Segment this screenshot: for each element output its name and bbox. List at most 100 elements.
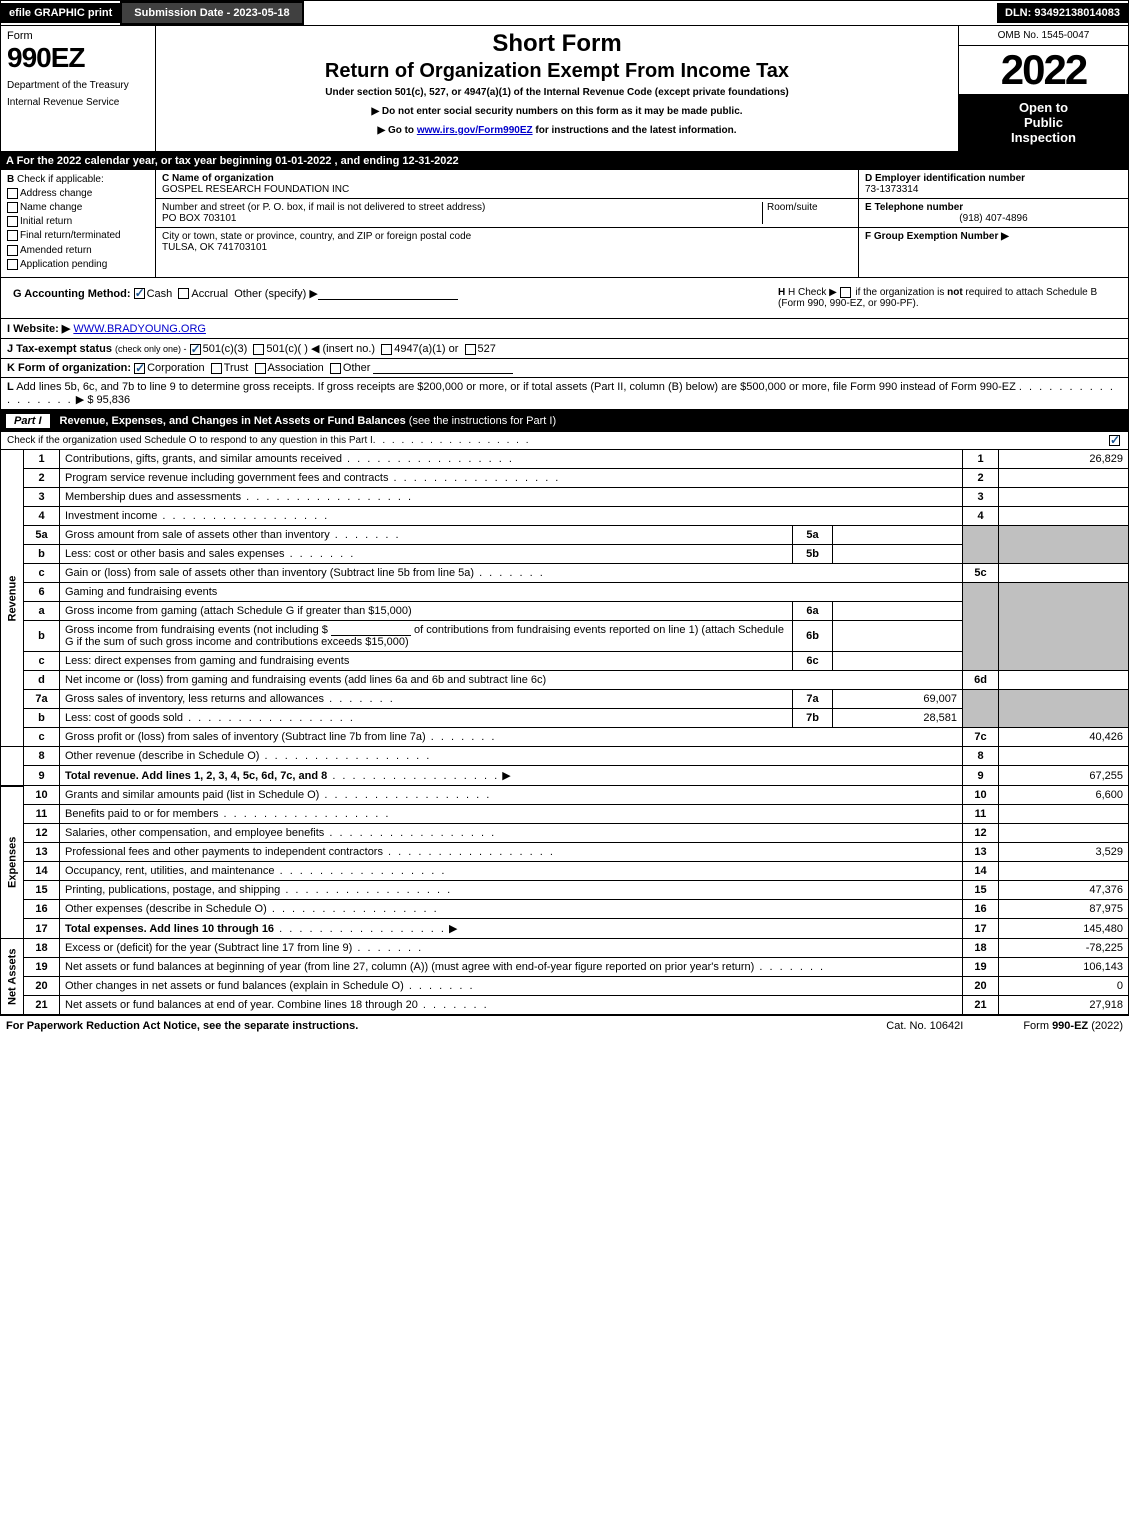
line-6-num: 6 <box>24 583 60 602</box>
line-16-num: 16 <box>24 900 60 919</box>
col-de: D Employer identification number 73-1373… <box>858 170 1128 277</box>
chk-schedule-o-part1[interactable] <box>1109 435 1120 446</box>
line-19: 19 Net assets or fund balances at beginn… <box>1 958 1129 977</box>
line-5a-iv <box>833 526 963 545</box>
line-5a-ib: 5a <box>793 526 833 545</box>
line-21-desc: Net assets or fund balances at end of ye… <box>60 996 963 1015</box>
line-3-amount <box>999 488 1129 507</box>
line-15-num: 15 <box>24 881 60 900</box>
g-cash: Cash <box>147 288 173 300</box>
line-7a-desc: Gross sales of inventory, less returns a… <box>60 690 793 709</box>
line-20: 20 Other changes in net assets or fund b… <box>1 977 1129 996</box>
line-1: Revenue 1 Contributions, gifts, grants, … <box>1 450 1129 469</box>
open-line2: Public <box>963 115 1124 130</box>
chk-not-required-schedule-b[interactable] <box>840 287 851 298</box>
chk-name-change[interactable] <box>7 202 18 213</box>
chk-accrual[interactable] <box>178 288 189 299</box>
line-12-amount <box>999 824 1129 843</box>
line-12-num: 12 <box>24 824 60 843</box>
i-label: I Website: ▶ <box>7 323 70 335</box>
chk-application-pending[interactable] <box>7 259 18 270</box>
chk-address-change[interactable] <box>7 188 18 199</box>
line-21-box: 21 <box>963 996 999 1015</box>
line-7b: b Less: cost of goods sold 7b 28,581 <box>1 709 1129 728</box>
line-19-num: 19 <box>24 958 60 977</box>
g-label: G Accounting Method: <box>13 288 131 300</box>
line-14-box: 14 <box>963 862 999 881</box>
expenses-side-label: Expenses <box>1 786 24 939</box>
chk-initial-return[interactable] <box>7 216 18 227</box>
footer-form-num: 990-EZ <box>1052 1020 1088 1032</box>
line-19-box: 19 <box>963 958 999 977</box>
line-7a-iv: 69,007 <box>833 690 963 709</box>
line-4-box: 4 <box>963 507 999 526</box>
line-12: 12 Salaries, other compensation, and emp… <box>1 824 1129 843</box>
org-street: PO BOX 703101 <box>162 213 762 224</box>
line-6d-desc: Net income or (loss) from gaming and fun… <box>60 671 963 690</box>
e-block: E Telephone number (918) 407-4896 <box>859 199 1128 228</box>
line-4: 4 Investment income 4 <box>1 507 1129 526</box>
g-other-blank[interactable] <box>318 288 458 300</box>
line-6b-desc: Gross income from fundraising events (no… <box>60 621 793 652</box>
chk-4947[interactable] <box>381 344 392 355</box>
line-7a: 7a Gross sales of inventory, less return… <box>1 690 1129 709</box>
lines-table: Revenue 1 Contributions, gifts, grants, … <box>0 450 1129 1015</box>
line-6b: b Gross income from fundraising events (… <box>1 621 1129 652</box>
b-letter: B <box>7 174 14 185</box>
line-9-desc: Total revenue. Add lines 1, 2, 3, 4, 5c,… <box>60 766 963 786</box>
line-6: 6 Gaming and fundraising events <box>1 583 1129 602</box>
line-3-desc: Membership dues and assessments <box>60 488 963 507</box>
row-k: K Form of organization: Corporation Trus… <box>1 359 1128 378</box>
line-17-num: 17 <box>24 919 60 939</box>
line-5a-desc: Gross amount from sale of assets other t… <box>60 526 793 545</box>
revenue-side-label: Revenue <box>1 450 24 747</box>
b-initial: Initial return <box>20 216 72 227</box>
b-address: Address change <box>20 188 92 199</box>
line-20-amount: 0 <box>999 977 1129 996</box>
e-label: E Telephone number <box>865 202 1122 213</box>
g-accrual: Accrual <box>191 288 228 300</box>
row-gh: G Accounting Method: Cash Accrual Other … <box>1 278 1128 319</box>
row-l: L Add lines 5b, 6c, and 7b to line 9 to … <box>1 378 1128 409</box>
chk-cash[interactable] <box>134 288 145 299</box>
row-i: I Website: ▶ WWW.BRADYOUNG.ORG <box>1 319 1128 339</box>
line-6d: d Net income or (loss) from gaming and f… <box>1 671 1129 690</box>
irs-link[interactable]: www.irs.gov/Form990EZ <box>417 125 533 136</box>
line-8: 8 Other revenue (describe in Schedule O)… <box>1 747 1129 766</box>
header-left: Form 990EZ Department of the Treasury In… <box>1 26 156 151</box>
l-arrow: ▶ $ <box>76 394 94 406</box>
chk-association[interactable] <box>255 363 266 374</box>
k-other-blank[interactable] <box>373 362 513 374</box>
line-6a-iv <box>833 602 963 621</box>
line-17-amount: 145,480 <box>999 919 1129 939</box>
chk-501c[interactable] <box>253 344 264 355</box>
org-name: GOSPEL RESEARCH FOUNDATION INC <box>162 184 852 195</box>
chk-final-return[interactable] <box>7 230 18 241</box>
j-4947: 4947(a)(1) or <box>394 343 458 355</box>
line-5b: b Less: cost or other basis and sales ex… <box>1 545 1129 564</box>
line-6b-num: b <box>24 621 60 652</box>
line-6b-blank[interactable] <box>331 624 411 636</box>
chk-trust[interactable] <box>211 363 222 374</box>
chk-501c3[interactable] <box>190 344 201 355</box>
chk-amended-return[interactable] <box>7 245 18 256</box>
line-14-desc: Occupancy, rent, utilities, and maintena… <box>60 862 963 881</box>
line-7b-iv: 28,581 <box>833 709 963 728</box>
line-20-desc: Other changes in net assets or fund bala… <box>60 977 963 996</box>
h-schedule-b: H H Check ▶ if the organization is not r… <box>772 281 1122 315</box>
line-15-desc: Printing, publications, postage, and shi… <box>60 881 963 900</box>
form-header: Form 990EZ Department of the Treasury In… <box>0 26 1129 152</box>
netassets-side-label: Net Assets <box>1 939 24 1015</box>
line-6c-ib: 6c <box>793 652 833 671</box>
line-18: Net Assets 18 Excess or (deficit) for th… <box>1 939 1129 958</box>
j-501c: 501(c)( ) ◀ (insert no.) <box>266 343 375 355</box>
line-a-tax-year: A For the 2022 calendar year, or tax yea… <box>0 152 1129 170</box>
chk-other-org[interactable] <box>330 363 341 374</box>
line-7ab-shade-amt <box>999 690 1129 728</box>
line-5c-num: c <box>24 564 60 583</box>
chk-527[interactable] <box>465 344 476 355</box>
chk-corporation[interactable] <box>134 363 145 374</box>
k-assoc: Association <box>268 362 324 374</box>
website-link[interactable]: WWW.BRADYOUNG.ORG <box>73 323 206 335</box>
return-title: Return of Organization Exempt From Incom… <box>162 60 952 83</box>
